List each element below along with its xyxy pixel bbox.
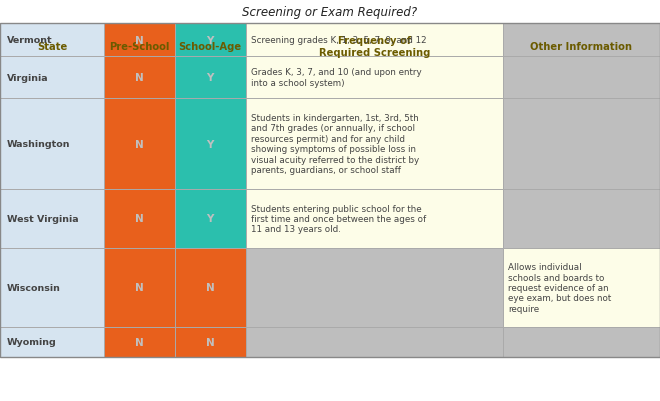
Text: N: N (135, 283, 144, 293)
Bar (104, 24, 175, 57)
Text: Y: Y (207, 36, 214, 45)
Bar (104, 189, 175, 249)
Bar (104, 57, 175, 99)
Text: State: State (37, 42, 67, 52)
Bar (246, 189, 503, 249)
Text: N: N (206, 283, 214, 293)
Bar (503, 327, 660, 357)
Text: N: N (135, 139, 144, 149)
Bar (175, 99, 246, 189)
Bar (0, 24, 104, 70)
Text: Y: Y (207, 139, 214, 149)
Bar (503, 57, 660, 99)
Text: N: N (135, 337, 144, 347)
Text: Frequency of
Required Screening: Frequency of Required Screening (319, 36, 430, 58)
Text: School-Age: School-Age (179, 42, 242, 52)
Bar (246, 327, 503, 357)
Text: West Virginia: West Virginia (7, 215, 79, 223)
Bar (503, 189, 660, 249)
Bar (175, 249, 246, 327)
Text: N: N (135, 214, 144, 224)
Text: Y: Y (207, 73, 214, 83)
Text: Wyoming: Wyoming (7, 337, 56, 346)
Text: Screening grades K, 1, 3, 5, 7, 9, and 12: Screening grades K, 1, 3, 5, 7, 9, and 1… (251, 36, 426, 45)
Bar (0, 327, 104, 357)
Text: Screening or Exam Required?: Screening or Exam Required? (242, 6, 418, 18)
Bar (175, 24, 246, 57)
Bar (0, 57, 104, 99)
Text: Students entering public school for the
first time and once between the ages of
: Students entering public school for the … (251, 204, 426, 234)
Bar (503, 99, 660, 189)
Text: Pre-School: Pre-School (110, 42, 170, 52)
Text: Allows individual
schools and boards to
request evidence of an
eye exam, but doe: Allows individual schools and boards to … (508, 263, 611, 313)
Text: Washington: Washington (7, 140, 70, 149)
Bar (175, 189, 246, 249)
Text: N: N (135, 73, 144, 83)
Text: Wisconsin: Wisconsin (7, 283, 61, 292)
Text: N: N (135, 36, 144, 45)
Bar (175, 327, 246, 357)
Bar (0, 249, 104, 327)
Bar (503, 24, 660, 70)
Text: Y: Y (207, 214, 214, 224)
Bar (0, 99, 104, 189)
Bar (246, 249, 503, 327)
Text: Virginia: Virginia (7, 73, 48, 83)
Text: Other Information: Other Information (531, 42, 632, 52)
Bar (0, 24, 660, 357)
Bar (503, 24, 660, 57)
Text: Grades K, 3, 7, and 10 (and upon entry
into a school system): Grades K, 3, 7, and 10 (and upon entry i… (251, 68, 422, 88)
Bar (246, 57, 503, 99)
Bar (246, 24, 503, 57)
Bar (104, 249, 175, 327)
Bar (104, 24, 175, 70)
Bar (503, 249, 660, 327)
Bar (175, 57, 246, 99)
Bar (175, 24, 246, 70)
Bar (0, 24, 104, 57)
Bar (0, 189, 104, 249)
Text: Students in kindergarten, 1st, 3rd, 5th
and 7th grades (or annually, if school
r: Students in kindergarten, 1st, 3rd, 5th … (251, 114, 419, 174)
Bar (104, 327, 175, 357)
Bar (104, 99, 175, 189)
Bar (246, 24, 503, 70)
Bar (246, 99, 503, 189)
Text: N: N (206, 337, 214, 347)
Text: Vermont: Vermont (7, 36, 52, 45)
